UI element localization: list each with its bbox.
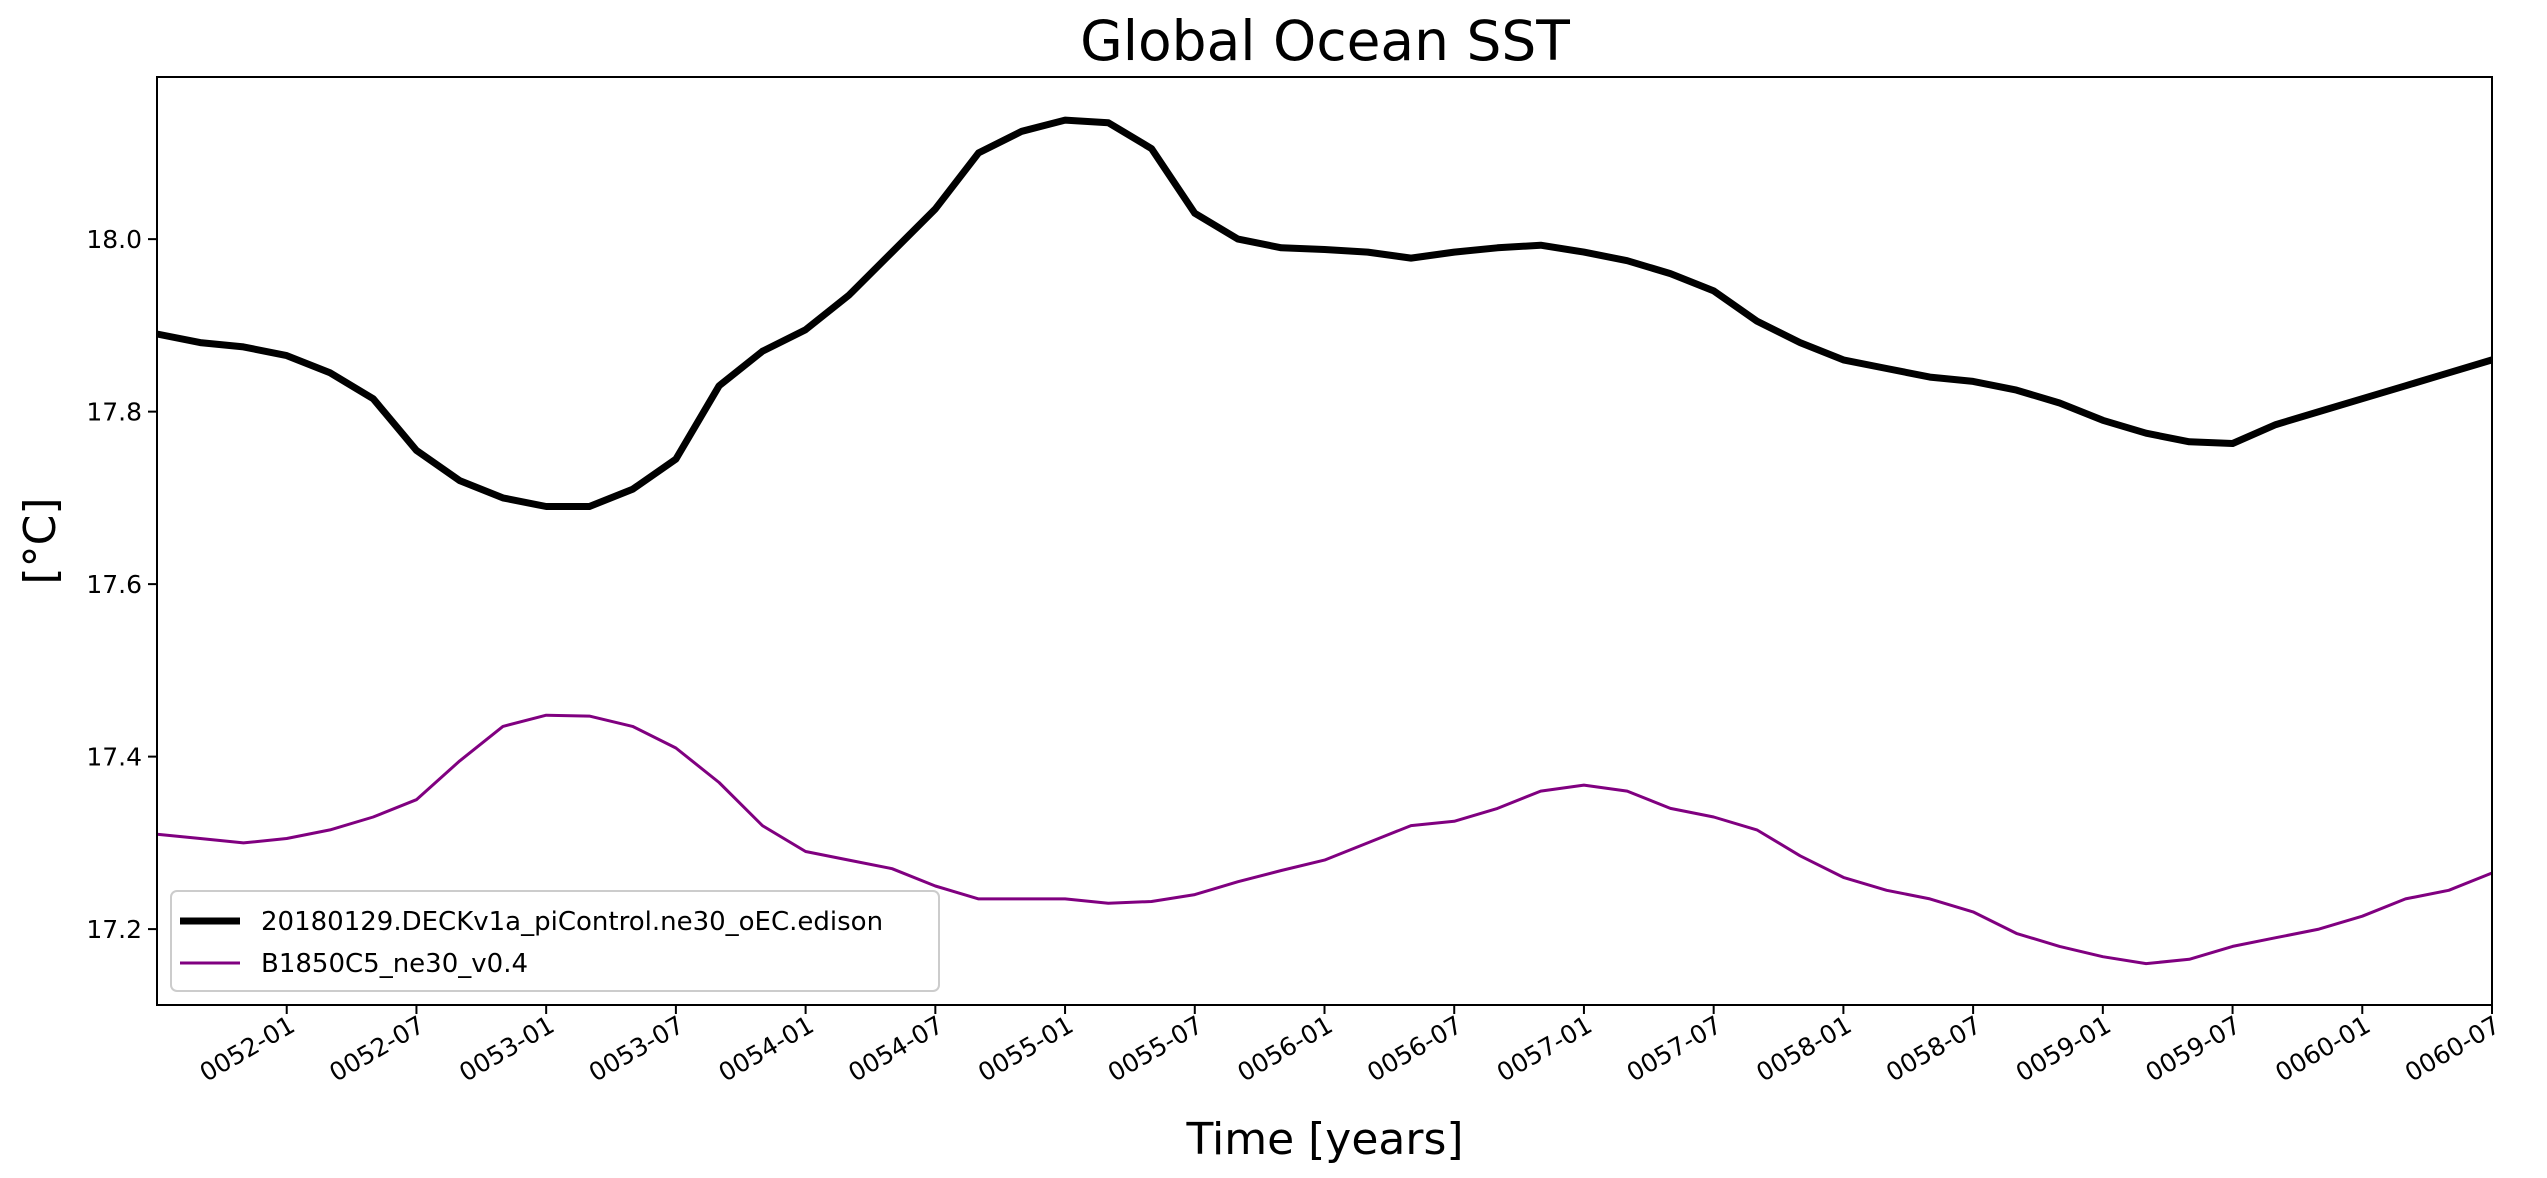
y-tick-label: 17.8 xyxy=(86,398,142,427)
x-axis-title: Time [years] xyxy=(1185,1114,1463,1165)
series-line-1 xyxy=(156,713,2493,966)
series-layer xyxy=(156,116,2494,966)
y-tick-label: 17.6 xyxy=(86,570,142,599)
y-axis-title: [°C] xyxy=(15,497,66,584)
legend-label-series-0: 20180129.DECKv1a_piControl.ne30_oEC.edis… xyxy=(261,907,883,937)
y-axis: 17.2 17.4 17.6 17.8 18.0 xyxy=(86,225,157,944)
legend-frame xyxy=(170,890,940,992)
chart-title: Global Ocean SST xyxy=(1080,9,1570,73)
legend: 20180129.DECKv1a_piControl.ne30_oEC.edis… xyxy=(170,890,940,992)
y-tick-label: 17.4 xyxy=(86,743,142,772)
series-line-0 xyxy=(156,116,2494,510)
legend-label-series-1: B1850C5_ne30_v0.4 xyxy=(261,949,528,979)
y-tick-label: 18.0 xyxy=(86,225,142,254)
y-tick-label: 17.2 xyxy=(86,915,142,944)
